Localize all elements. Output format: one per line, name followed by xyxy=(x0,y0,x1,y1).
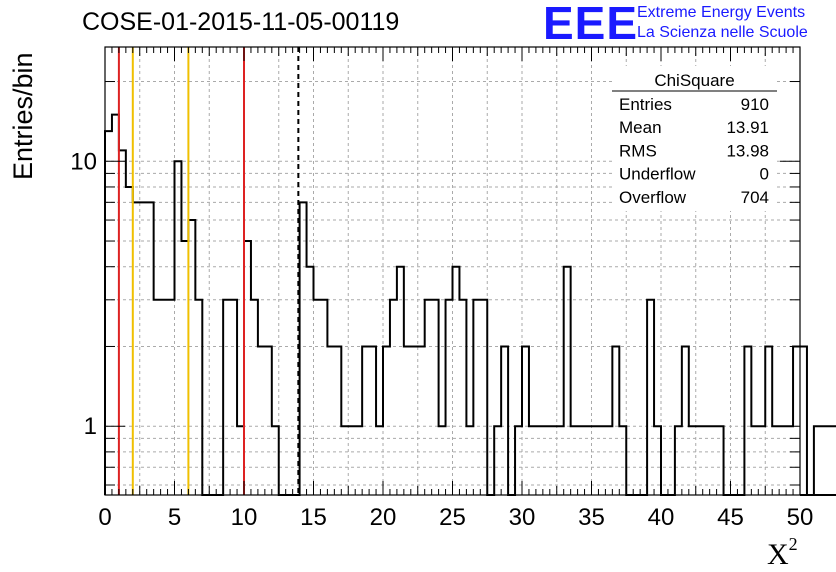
chart-title: COSE-01-2015-11-05-00119 xyxy=(82,8,400,36)
y-tick-label: 1 xyxy=(84,413,97,440)
stats-value: 704 xyxy=(741,188,769,207)
stats-value: 13.98 xyxy=(726,141,769,160)
axes: 0 5 10 15 20 25 30 35 40 45 50 1 10 xyxy=(70,47,813,531)
y-tick-label: 10 xyxy=(70,148,97,175)
stats-label: Overflow xyxy=(619,188,687,207)
reference-lines xyxy=(117,47,300,495)
x-tick-label: 10 xyxy=(231,504,258,531)
stats-label: Mean xyxy=(619,118,662,137)
eee-logo: EEE xyxy=(543,0,639,49)
histogram-line xyxy=(104,113,836,496)
x-tick-label: 15 xyxy=(300,504,327,531)
histogram-series xyxy=(104,113,836,496)
x-tick-label: 40 xyxy=(648,504,675,531)
x-tick-label: 0 xyxy=(98,504,111,531)
stats-label: Entries xyxy=(619,95,672,114)
x-tick-label: 30 xyxy=(509,504,536,531)
x-axis-label-superscript: 2 xyxy=(788,534,798,554)
x-axis-label: X2 xyxy=(767,534,798,572)
stats-name: ChiSquare xyxy=(654,71,734,90)
stats-box-background xyxy=(612,66,777,211)
x-tick-label: 50 xyxy=(787,504,814,531)
stats-value: 910 xyxy=(741,95,769,114)
stats-label: RMS xyxy=(619,141,657,160)
stats-label: Underflow xyxy=(619,165,696,184)
y-axis-label: Entries/bin xyxy=(8,52,38,180)
x-tick-label: 45 xyxy=(717,504,744,531)
x-tick-label: 5 xyxy=(168,504,181,531)
logo-line-1: Extreme Energy Events xyxy=(637,4,806,21)
grid-lines xyxy=(105,47,800,495)
stats-value: 0 xyxy=(760,165,769,184)
x-tick-label: 20 xyxy=(370,504,397,531)
stats-value: 13.91 xyxy=(726,118,769,137)
logo-line-2: La Scienza nelle Scuole xyxy=(637,24,808,41)
stats-box: ChiSquare Entries 910 Mean 13.91 RMS 13.98 Unde… xyxy=(612,66,777,211)
x-axis-label-base: X xyxy=(767,538,789,571)
x-tick-label: 25 xyxy=(439,504,466,531)
x-tick-label: 35 xyxy=(578,504,605,531)
